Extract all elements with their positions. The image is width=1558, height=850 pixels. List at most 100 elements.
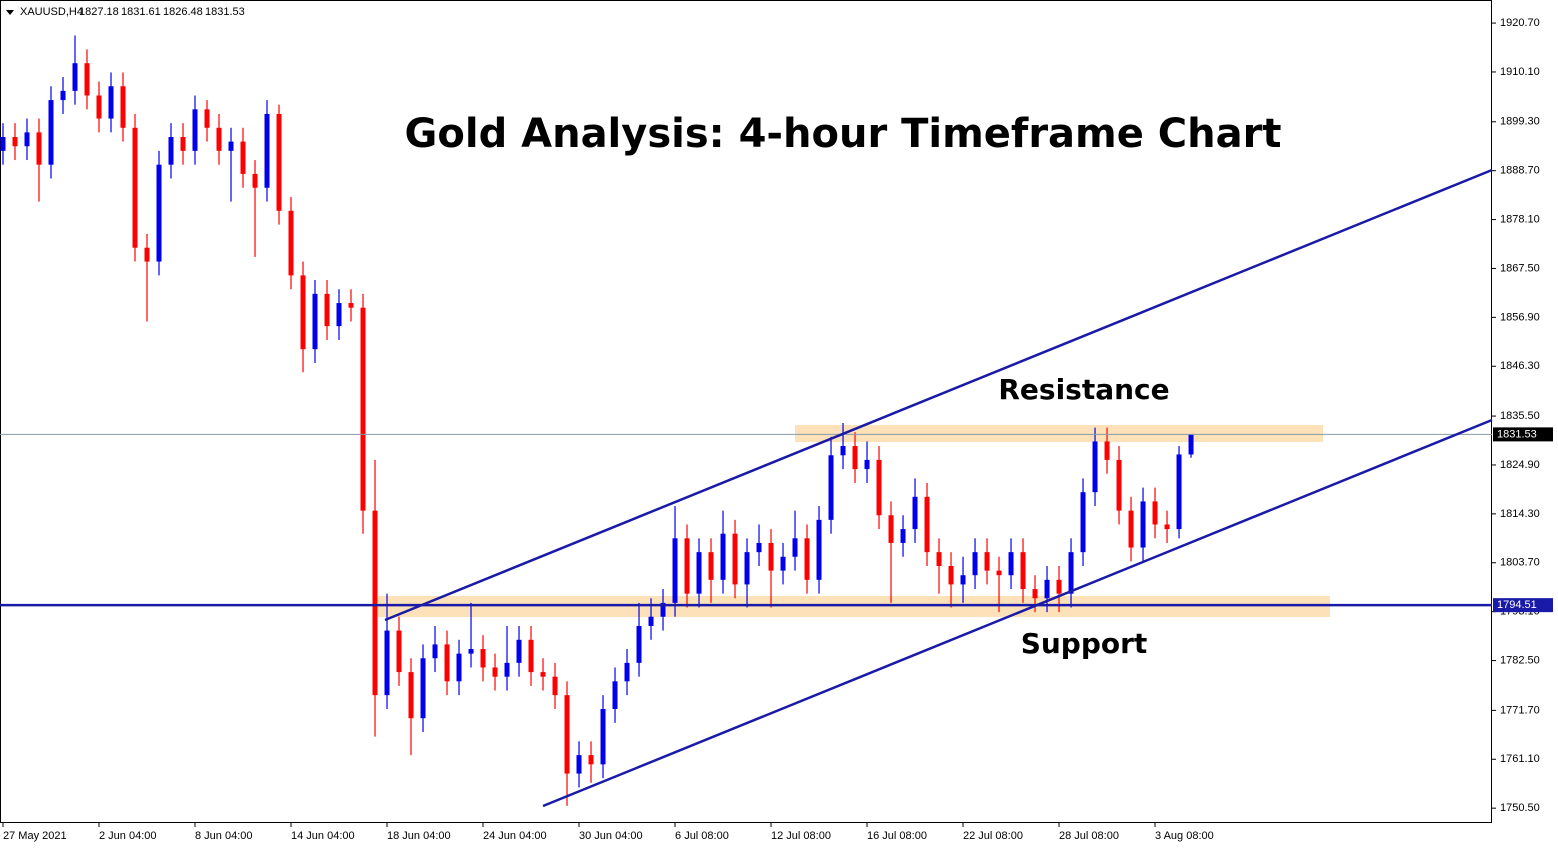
candle-body [252, 173, 258, 188]
resistance-zone [795, 425, 1323, 442]
chart-title: Gold Analysis: 4-hour Timeframe Chart [405, 111, 1282, 157]
candle-body [228, 141, 234, 151]
candle-body [348, 303, 354, 308]
candle-body [540, 672, 546, 677]
candle-body [12, 137, 18, 147]
y-tick-label: 1782.50 [1500, 654, 1540, 666]
candle-body [132, 127, 138, 248]
annotation: Resistance [998, 373, 1169, 406]
y-tick-label: 1803.70 [1500, 557, 1540, 569]
candle-body [864, 459, 870, 470]
candle-body [996, 570, 1002, 576]
candle-body [48, 100, 54, 165]
candle-body [420, 658, 426, 719]
candle-body [672, 538, 678, 603]
candle-body [1152, 501, 1158, 525]
x-tick-label: 3 Aug 08:00 [1155, 830, 1214, 842]
candle-body [744, 552, 750, 585]
candle-body [948, 565, 954, 585]
candle-body [972, 552, 978, 576]
y-tick-label: 1899.30 [1500, 116, 1540, 128]
y-tick-label: 1771.70 [1500, 704, 1540, 716]
y-tick-label: 1846.30 [1500, 360, 1540, 372]
candle-body [300, 275, 306, 350]
candle-body [888, 515, 894, 543]
candle-body [492, 667, 498, 677]
candle-body [264, 113, 270, 188]
candle-body [828, 455, 834, 520]
annotation: Support [1021, 627, 1148, 660]
candle-body [636, 625, 642, 663]
candle-body [24, 132, 30, 147]
hline-label: 1794.51 [1497, 599, 1537, 611]
candle-body [912, 496, 918, 530]
ohlc-close: 1831.53 [205, 6, 245, 18]
candle-body [852, 446, 858, 470]
candle-body [696, 552, 702, 594]
candle-body [780, 556, 786, 571]
x-tick-label: 16 Jul 08:00 [867, 830, 927, 842]
ohlc-low: 1826.48 [163, 6, 203, 18]
candle-body [180, 137, 186, 151]
candle-body [216, 127, 222, 151]
candle-body [552, 676, 558, 696]
candle-body [1068, 552, 1074, 594]
candle-body [468, 649, 474, 654]
channel-upper [384, 168, 1493, 622]
y-tick-label: 1856.90 [1500, 311, 1540, 323]
candle-body [648, 616, 654, 626]
candle-body [1188, 434, 1194, 455]
y-tick-label: 1920.70 [1500, 17, 1540, 29]
candle-body [324, 293, 330, 327]
y-tick-label: 1835.50 [1500, 410, 1540, 422]
x-tick-label: 30 Jun 04:00 [579, 830, 643, 842]
candle-body [1128, 510, 1134, 548]
candle-body [936, 552, 942, 566]
candle-body [708, 552, 714, 580]
x-tick-label: 18 Jun 04:00 [387, 830, 451, 842]
hline-tag [1493, 598, 1553, 613]
candle-body [60, 90, 66, 101]
candle-body [168, 137, 174, 165]
x-tick-label: 2 Jun 04:00 [99, 830, 157, 842]
ohlc-open: 1827.18 [79, 6, 119, 18]
candle-body [444, 644, 450, 682]
candle-body [240, 141, 246, 174]
candle-body [1140, 501, 1146, 548]
candle-body [576, 755, 582, 774]
candle-body [1080, 492, 1086, 553]
candle-body [660, 602, 666, 617]
x-tick-label: 24 Jun 04:00 [483, 830, 547, 842]
candle-body [72, 63, 78, 91]
candle-body [960, 575, 966, 585]
candle-body [876, 459, 882, 516]
candle-body [840, 446, 846, 456]
x-tick-label: 14 Jun 04:00 [291, 830, 355, 842]
candle-body [924, 496, 930, 553]
candle-body [312, 293, 318, 350]
y-tick-label: 1867.50 [1500, 262, 1540, 274]
candle-body [1020, 552, 1026, 590]
candle-body [108, 86, 114, 119]
y-tick-label: 1878.10 [1500, 213, 1540, 225]
candle-body [1092, 441, 1098, 493]
candle-body [504, 662, 510, 677]
candle-body [336, 303, 342, 327]
candle-body [984, 552, 990, 571]
candle-body [204, 109, 210, 128]
x-tick-label: 12 Jul 08:00 [771, 830, 831, 842]
candle-body [804, 538, 810, 580]
candle-body [456, 653, 462, 682]
candle-body [1044, 579, 1050, 599]
candle-body [384, 630, 390, 696]
candle-body [288, 210, 294, 276]
y-tick-label: 1750.50 [1500, 802, 1540, 814]
candle-body [1176, 454, 1182, 530]
x-tick-label: 8 Jun 04:00 [195, 830, 253, 842]
x-tick-label: 27 May 2021 [3, 830, 67, 842]
channel-lower [542, 418, 1493, 808]
candle-body [1104, 441, 1110, 460]
candle-body [36, 132, 42, 165]
x-tick-label: 6 Jul 08:00 [675, 830, 729, 842]
